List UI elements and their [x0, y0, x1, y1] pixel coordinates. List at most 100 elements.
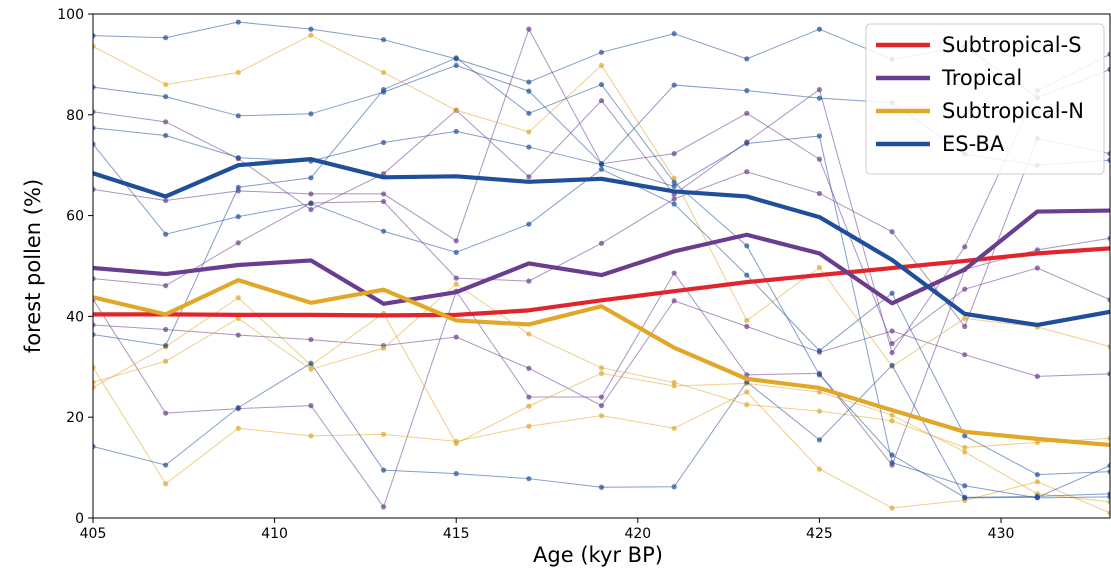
- record-point: [816, 95, 823, 101]
- record-point: [816, 26, 823, 32]
- record-point: [598, 370, 605, 376]
- legend-label: Subtropical-N: [942, 99, 1084, 123]
- record-point: [308, 336, 314, 343]
- record-point: [93, 186, 96, 192]
- record-point: [816, 264, 823, 271]
- record-point: [671, 175, 677, 181]
- group-mean-lines-layer: [93, 157, 1110, 448]
- record-point: [163, 81, 169, 88]
- record-point: [816, 156, 823, 162]
- record-point: [889, 418, 895, 424]
- record-point: [380, 37, 387, 43]
- record-point: [671, 383, 677, 389]
- legend-label: Subtropical-S: [942, 33, 1082, 57]
- record-point: [598, 403, 605, 409]
- series-line-subtropical-n: [93, 278, 1110, 448]
- record-point: [962, 352, 968, 358]
- record-point: [235, 405, 241, 411]
- record-point: [235, 19, 241, 25]
- record-point: [1107, 151, 1110, 157]
- record-point: [380, 345, 387, 351]
- record-point: [163, 132, 169, 139]
- record-point: [380, 467, 387, 473]
- series-line-tropical: [93, 208, 1110, 306]
- record-point: [598, 166, 605, 172]
- record-point: [598, 62, 605, 69]
- record-point: [671, 179, 677, 185]
- record-point: [598, 484, 605, 490]
- record-point: [380, 431, 387, 437]
- record-point: [526, 110, 532, 116]
- record-point: [453, 62, 459, 69]
- series-line-es-ba: [93, 157, 1110, 328]
- record-point: [889, 362, 895, 368]
- x-tick-label: 425: [806, 526, 833, 542]
- record-point: [1107, 510, 1110, 516]
- record-point: [453, 55, 459, 61]
- legend-label: ES-BA: [942, 132, 1005, 156]
- record-point: [962, 494, 968, 500]
- record-point: [308, 200, 314, 207]
- record-point: [526, 129, 532, 135]
- record-point: [598, 394, 605, 400]
- record-point: [671, 151, 677, 157]
- y-tick-label: 100: [57, 7, 84, 23]
- record-point: [889, 505, 895, 511]
- record-point: [744, 317, 750, 324]
- record-point: [526, 79, 532, 85]
- record-point: [816, 133, 823, 139]
- record-point: [93, 443, 96, 450]
- record-point: [671, 196, 677, 202]
- record-point: [671, 82, 677, 88]
- y-tick-label: 60: [66, 209, 84, 225]
- record-point: [308, 206, 314, 213]
- record-point: [308, 111, 314, 117]
- record-point: [453, 128, 459, 135]
- record-point: [526, 394, 532, 400]
- record-point: [598, 240, 605, 246]
- record-point: [163, 231, 169, 237]
- record-point: [163, 343, 169, 349]
- record-point: [453, 440, 459, 447]
- record-point: [526, 403, 532, 409]
- record-point: [235, 113, 241, 119]
- record-point: [235, 69, 241, 76]
- record-point: [671, 183, 677, 189]
- record-point: [1107, 157, 1110, 163]
- record-point: [235, 315, 241, 322]
- record-point: [889, 350, 895, 356]
- record-point: [889, 459, 895, 466]
- x-tick-label: 420: [624, 526, 651, 542]
- record-point: [671, 484, 677, 490]
- record-point: [816, 466, 823, 472]
- record-point: [308, 433, 314, 439]
- record-line-subtropicaln-8: [93, 297, 1110, 503]
- legend-label: Tropical: [941, 66, 1022, 90]
- record-point: [1034, 247, 1040, 253]
- record-point: [1034, 439, 1040, 445]
- record-point: [163, 119, 169, 125]
- y-tick-label: 20: [66, 410, 84, 426]
- y-tick-label: 80: [66, 108, 84, 124]
- record-point: [526, 26, 532, 32]
- record-point: [598, 365, 605, 371]
- record-point: [744, 140, 750, 147]
- record-point: [1107, 469, 1110, 475]
- y-tick-label: 0: [75, 511, 84, 527]
- record-point: [235, 425, 241, 431]
- record-point: [671, 31, 677, 37]
- record-point: [1107, 297, 1110, 303]
- record-point: [93, 109, 96, 115]
- record-point: [93, 43, 96, 49]
- record-point: [526, 365, 532, 371]
- record-point: [163, 197, 169, 204]
- record-point: [671, 425, 677, 431]
- record-point: [163, 326, 169, 333]
- record-point: [453, 281, 459, 287]
- record-point: [744, 389, 750, 395]
- record-point: [1107, 344, 1110, 350]
- record-point: [962, 286, 968, 292]
- record-point: [962, 449, 968, 455]
- record-point: [380, 198, 387, 205]
